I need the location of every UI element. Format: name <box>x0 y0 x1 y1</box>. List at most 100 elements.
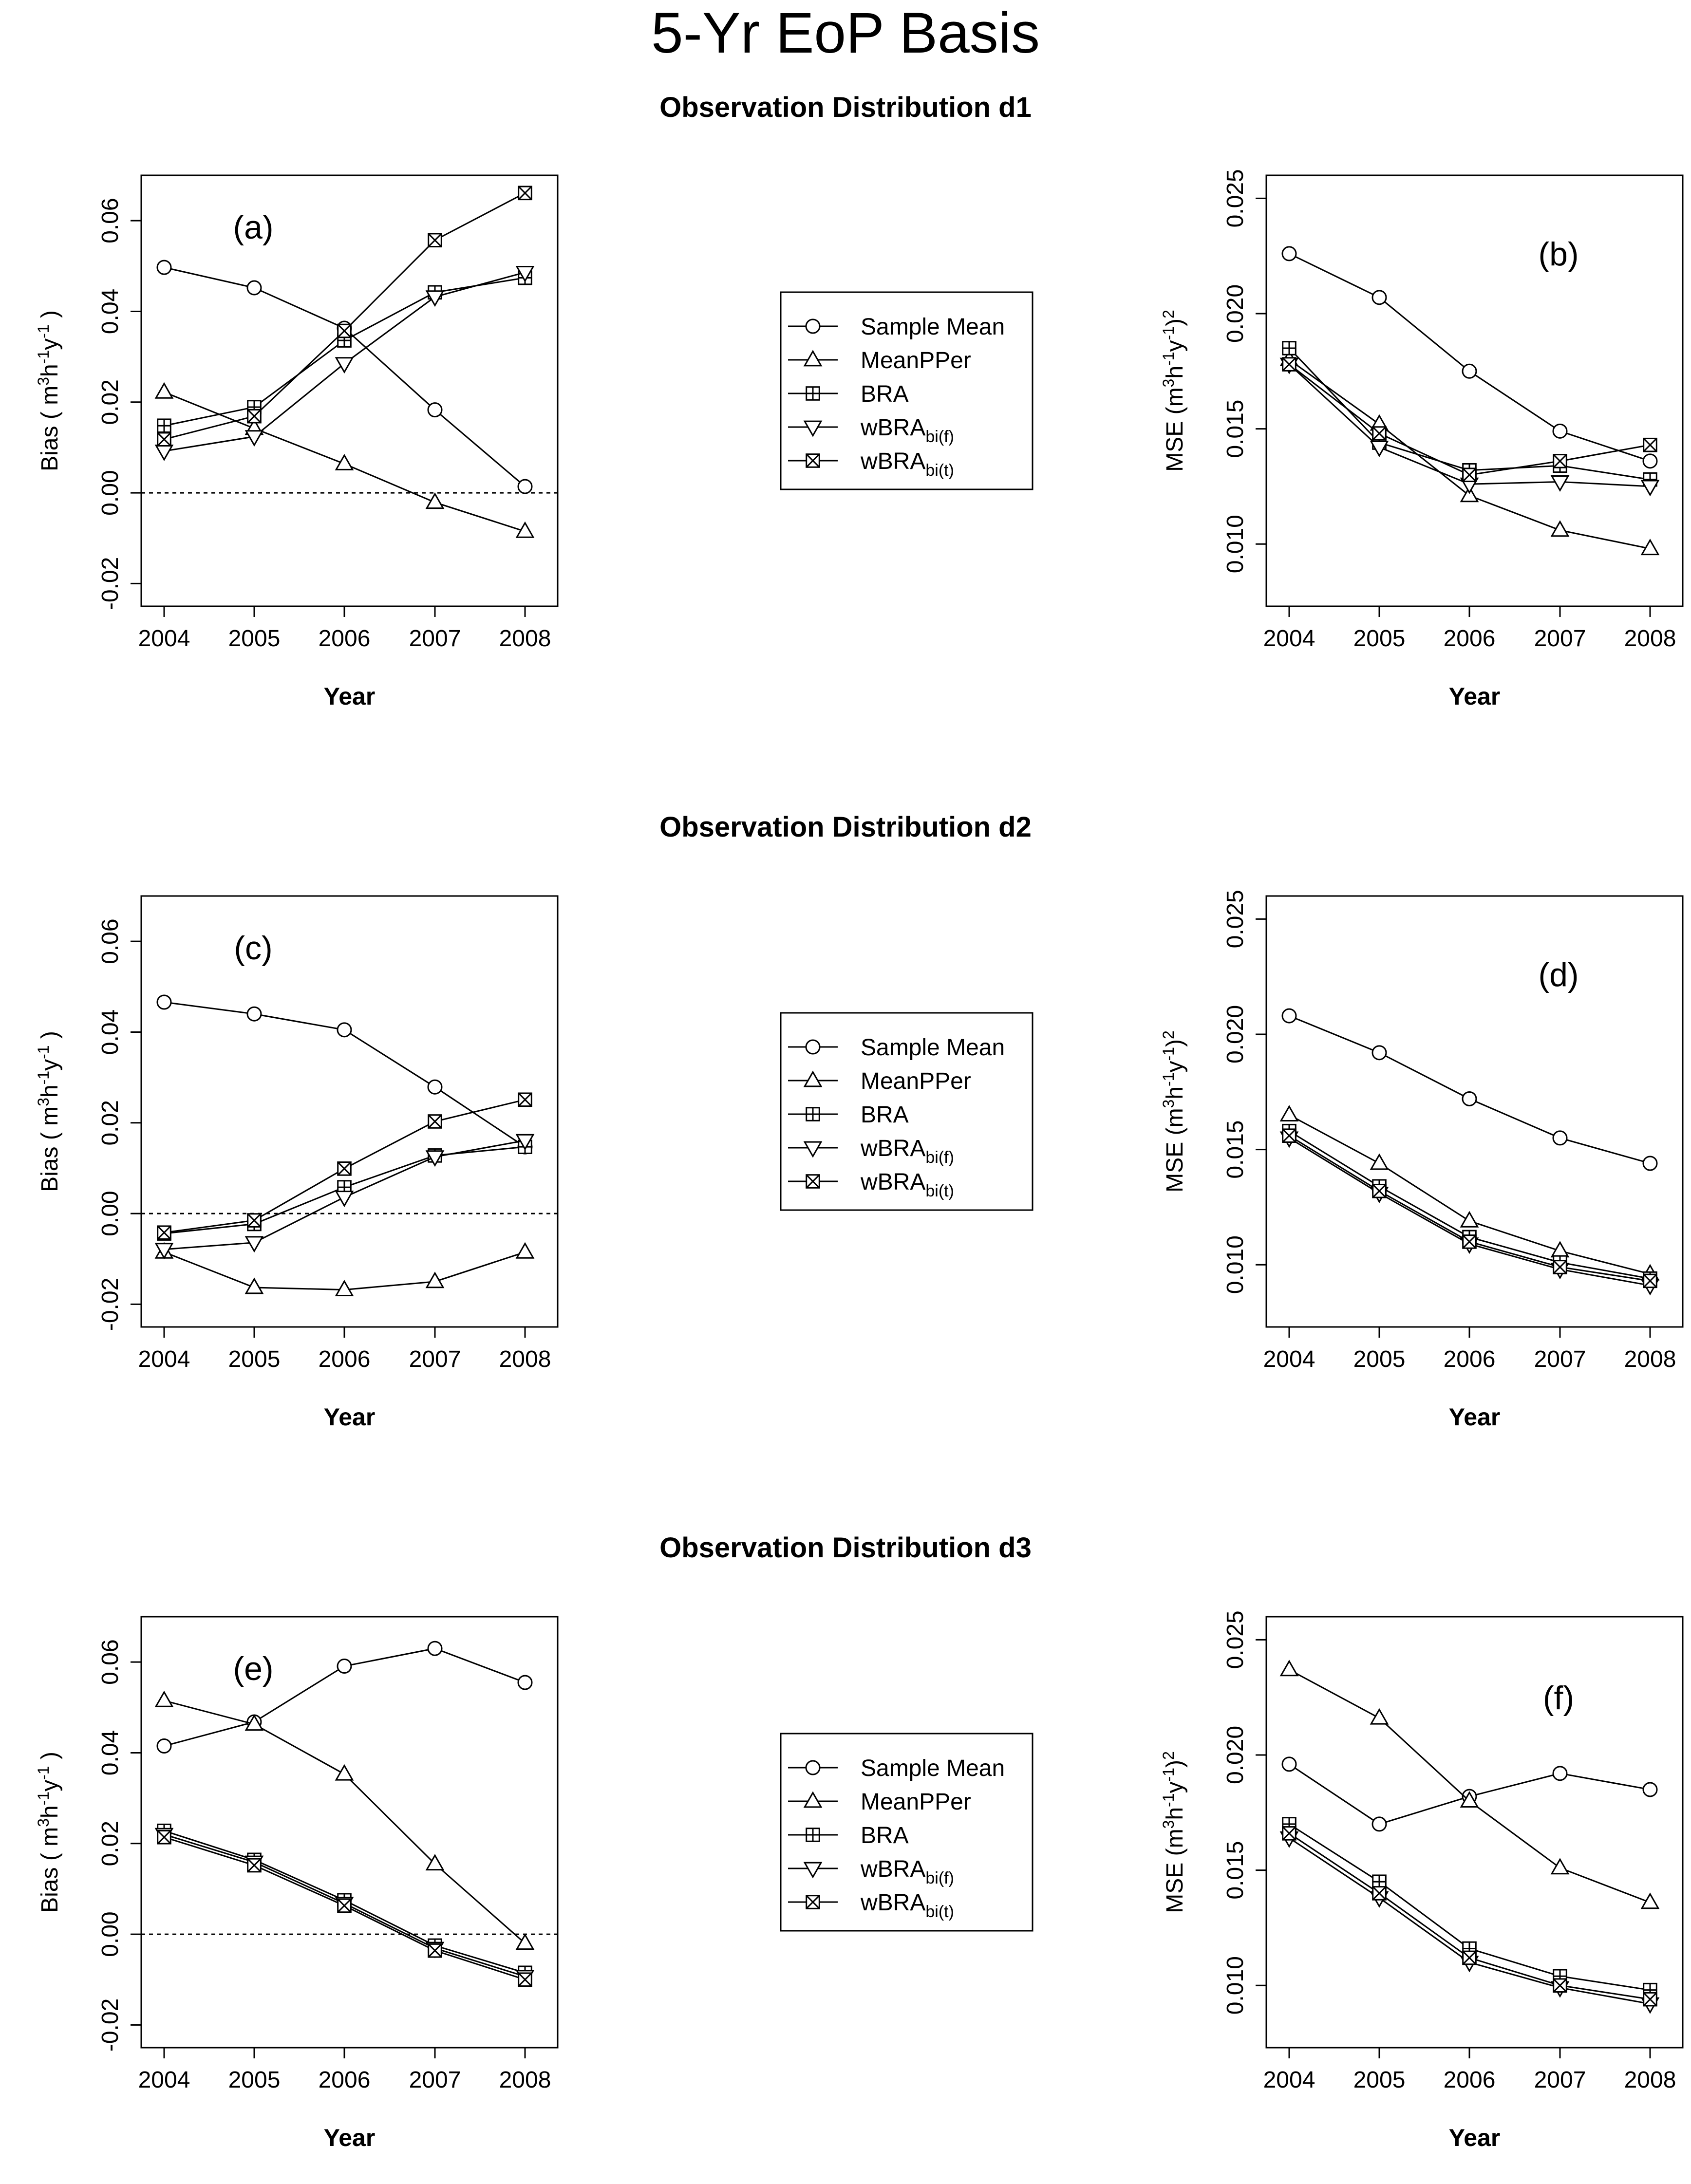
data-point <box>427 402 443 418</box>
y-axis-title-part: -1 <box>35 1045 52 1059</box>
series-wbra-bi-f <box>154 265 535 461</box>
data-point <box>335 357 354 374</box>
y-tick-label: 0.06 <box>97 918 123 964</box>
data-point <box>337 1898 352 1913</box>
marker-cross <box>247 1858 262 1872</box>
x-tick-label: 2006 <box>1444 2067 1496 2093</box>
data-point <box>1279 1660 1299 1677</box>
legend-label-main: wBRA <box>860 1169 925 1195</box>
legend-label-main: BRA <box>861 1102 909 1128</box>
legend-box <box>780 1733 1033 1932</box>
data-point <box>515 1242 535 1259</box>
section-title-d3: Observation Distribution d3 <box>659 1532 1032 1564</box>
y-tick-label: 0.06 <box>97 198 123 243</box>
x-tick-label: 2004 <box>1263 626 1315 652</box>
data-point <box>1550 475 1570 492</box>
x-tick-label: 2005 <box>1353 1346 1406 1372</box>
y-tick-label: 0.04 <box>97 289 123 334</box>
series-meanpper <box>154 382 535 538</box>
marker-cross <box>157 1830 171 1845</box>
legend-label: MeanPPer <box>861 1789 971 1815</box>
plot-frame <box>140 1616 559 2049</box>
data-point <box>515 265 535 282</box>
plot-frame <box>1265 1616 1684 2049</box>
data-point <box>1462 467 1477 483</box>
legend-item-meanpper: MeanPPer <box>788 348 971 373</box>
legends-layer: Sample MeanMeanPPerBRAwBRAbi(f)wBRAbi(t)… <box>780 291 1033 1932</box>
data-point <box>515 521 535 538</box>
series-line <box>1289 1135 1651 1282</box>
data-point <box>337 1161 352 1176</box>
y-tick-label: 0.02 <box>97 1100 123 1145</box>
data-point <box>1550 520 1570 537</box>
series-meanpper <box>1279 1105 1660 1281</box>
legend-label: wBRAbi(t) <box>860 1169 954 1200</box>
y-tick-label: 0.010 <box>1222 1956 1248 2015</box>
data-point <box>1370 1708 1389 1725</box>
series-line <box>1289 1837 1651 2005</box>
marker-cross <box>518 186 532 200</box>
legend-label: BRA <box>861 381 909 407</box>
y-axis-title-part: ) <box>1162 318 1188 326</box>
plot-frame <box>1265 895 1684 1328</box>
y-axis-title-part: -1 <box>35 350 52 364</box>
data-point <box>156 994 172 1010</box>
data-point <box>1643 1273 1657 1288</box>
data-point <box>247 1213 262 1228</box>
legend-item-wbra-bi-f: wBRAbi(f) <box>788 1856 954 1887</box>
data-point <box>244 1714 264 1731</box>
marker-cross <box>157 419 171 432</box>
legend-label-sub: bi(f) <box>925 1869 954 1887</box>
legend-label: Sample Mean <box>861 1035 1005 1061</box>
x-tick-label: 2006 <box>319 2067 371 2093</box>
marker-cross <box>428 233 442 247</box>
x-axis-title: Year <box>1449 2124 1501 2151</box>
marker-cross <box>1462 467 1477 482</box>
data-point <box>1282 1128 1296 1143</box>
legend-label-main: Sample Mean <box>861 1755 1005 1781</box>
data-point <box>1460 1211 1479 1228</box>
series-wbra-bi-t <box>1282 1128 1657 1288</box>
y-tick-label: 0.025 <box>1222 169 1248 227</box>
y-axis-title-part: -1 <box>35 1071 52 1084</box>
x-tick-label: 2005 <box>228 2067 281 2093</box>
data-point <box>1643 1992 1657 2007</box>
chart-e: -0.02 0.00 0.02 0.04 0.06 2004 2005 2006 2007 200… <box>35 1616 559 2151</box>
x-tick-label: 2008 <box>1624 626 1676 652</box>
legend-label-main: MeanPPer <box>861 1789 971 1815</box>
marker-cross <box>806 1895 820 1909</box>
y-axis-title-part: h <box>1162 1086 1188 1100</box>
legend-label-sub: bi(t) <box>925 1903 954 1921</box>
figure-title: 5-Yr EoP Basis <box>651 1 1040 65</box>
data-point <box>1553 454 1567 468</box>
y-axis-title-part: h <box>37 1805 63 1818</box>
legend-marker <box>803 350 823 367</box>
x-tick-label: 2007 <box>409 2067 461 2093</box>
data-point <box>1553 1978 1567 1993</box>
y-tick-label: 0.02 <box>97 379 123 425</box>
y-axis-title-part: y <box>1162 340 1188 352</box>
series-line <box>164 266 526 487</box>
series-wbra-bi-t <box>1282 1826 1657 2007</box>
data-point <box>1281 246 1297 261</box>
data-point <box>1282 357 1296 372</box>
x-tick-label: 2005 <box>228 626 281 652</box>
legend-marker <box>803 1070 823 1087</box>
data-point <box>1462 1234 1477 1249</box>
data-point <box>515 1933 535 1950</box>
legend-marker <box>806 1895 820 1909</box>
marker-cross <box>1553 454 1567 468</box>
charts-layer: -0.02 0.00 0.02 0.04 0.06 2004 2005 2006 2007 200… <box>35 169 1684 2151</box>
legend-label-main: wBRA <box>860 1856 925 1882</box>
data-point <box>154 1243 174 1260</box>
marker-cross <box>337 324 352 338</box>
data-point <box>425 1150 445 1167</box>
y-axis-title: Bias ( m3h-1y-1 ) <box>35 1752 63 1913</box>
data-point <box>1553 1260 1567 1274</box>
y-axis-title-part: -1 <box>1160 1793 1177 1807</box>
panel-label: (d) <box>1538 956 1578 993</box>
x-tick-label: 2007 <box>1534 2067 1586 2093</box>
data-point <box>1372 290 1387 305</box>
chart-d: 0.010 0.015 0.020 0.025 2004 2005 2006 2007 2008… <box>1160 890 1684 1431</box>
data-point <box>1372 1816 1387 1832</box>
